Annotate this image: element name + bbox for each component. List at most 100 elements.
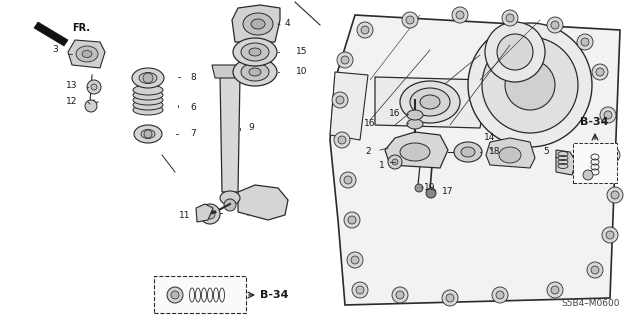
Ellipse shape	[410, 88, 450, 116]
Circle shape	[456, 11, 464, 19]
Circle shape	[334, 132, 350, 148]
Circle shape	[492, 287, 508, 303]
Circle shape	[332, 92, 348, 108]
Ellipse shape	[133, 85, 163, 95]
Ellipse shape	[139, 73, 157, 84]
Polygon shape	[486, 138, 535, 168]
Ellipse shape	[76, 46, 98, 62]
Polygon shape	[34, 22, 68, 46]
Circle shape	[91, 84, 97, 90]
Ellipse shape	[82, 51, 92, 58]
Circle shape	[547, 17, 563, 33]
Text: 13: 13	[67, 82, 77, 91]
Circle shape	[426, 188, 436, 198]
Ellipse shape	[133, 90, 163, 100]
Polygon shape	[212, 65, 248, 78]
Circle shape	[347, 252, 363, 268]
Polygon shape	[238, 185, 288, 220]
Ellipse shape	[249, 48, 261, 56]
Circle shape	[338, 136, 346, 144]
Text: 4: 4	[284, 20, 290, 28]
Circle shape	[402, 12, 418, 28]
Circle shape	[392, 159, 398, 165]
Text: 16: 16	[389, 108, 401, 117]
Circle shape	[502, 10, 518, 26]
Circle shape	[604, 147, 620, 163]
Circle shape	[485, 22, 545, 82]
Ellipse shape	[420, 95, 440, 109]
Ellipse shape	[134, 125, 162, 143]
Polygon shape	[68, 40, 105, 68]
Circle shape	[415, 184, 423, 192]
Ellipse shape	[249, 68, 261, 76]
Ellipse shape	[251, 19, 265, 29]
Ellipse shape	[243, 13, 273, 35]
Circle shape	[604, 111, 612, 119]
Text: B-34: B-34	[260, 290, 289, 300]
Polygon shape	[556, 150, 576, 175]
FancyBboxPatch shape	[154, 276, 246, 313]
Text: 16: 16	[364, 119, 376, 129]
Circle shape	[577, 34, 593, 50]
Polygon shape	[232, 5, 280, 42]
Circle shape	[551, 21, 559, 29]
Circle shape	[87, 80, 101, 94]
Circle shape	[224, 199, 236, 211]
Circle shape	[144, 130, 152, 138]
Circle shape	[392, 287, 408, 303]
Text: B-34: B-34	[580, 117, 609, 127]
Text: 3: 3	[52, 45, 58, 54]
Circle shape	[452, 7, 468, 23]
Circle shape	[337, 52, 353, 68]
Polygon shape	[220, 75, 240, 192]
Text: 18: 18	[489, 148, 500, 156]
Circle shape	[551, 286, 559, 294]
Circle shape	[200, 204, 220, 224]
Ellipse shape	[499, 147, 521, 163]
Circle shape	[396, 291, 404, 299]
Circle shape	[356, 286, 364, 294]
Ellipse shape	[220, 191, 240, 205]
Circle shape	[600, 107, 616, 123]
Circle shape	[468, 23, 592, 147]
Circle shape	[581, 38, 589, 46]
Circle shape	[171, 291, 179, 299]
Circle shape	[143, 73, 153, 83]
Polygon shape	[196, 204, 213, 222]
Text: 19: 19	[424, 183, 436, 193]
Circle shape	[341, 56, 349, 64]
Circle shape	[606, 231, 614, 239]
Ellipse shape	[400, 143, 430, 161]
Ellipse shape	[461, 147, 475, 157]
Circle shape	[357, 22, 373, 38]
Circle shape	[348, 216, 356, 224]
Circle shape	[583, 170, 593, 180]
Circle shape	[607, 187, 623, 203]
Polygon shape	[330, 15, 620, 305]
Ellipse shape	[233, 58, 277, 86]
Text: S5B4–M0600: S5B4–M0600	[561, 299, 620, 308]
Text: 2: 2	[365, 148, 371, 156]
Circle shape	[167, 287, 183, 303]
Circle shape	[596, 68, 604, 76]
Ellipse shape	[133, 100, 163, 110]
Ellipse shape	[241, 43, 269, 61]
Circle shape	[497, 34, 533, 70]
Circle shape	[352, 282, 368, 298]
Ellipse shape	[141, 130, 155, 139]
Ellipse shape	[407, 119, 423, 129]
Circle shape	[602, 227, 618, 243]
Circle shape	[547, 282, 563, 298]
Ellipse shape	[133, 105, 163, 115]
Circle shape	[496, 291, 504, 299]
Text: FR.: FR.	[72, 23, 90, 33]
Text: 10: 10	[296, 68, 308, 76]
Circle shape	[351, 256, 359, 264]
Text: 5: 5	[543, 148, 549, 156]
Text: 11: 11	[179, 212, 191, 220]
FancyBboxPatch shape	[573, 143, 617, 183]
Circle shape	[85, 100, 97, 112]
Circle shape	[388, 155, 402, 169]
Text: 14: 14	[484, 133, 496, 142]
Polygon shape	[375, 77, 488, 128]
